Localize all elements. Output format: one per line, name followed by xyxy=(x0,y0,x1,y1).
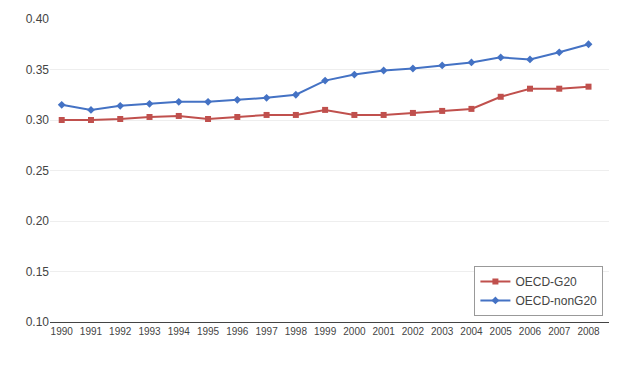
svg-text:2007: 2007 xyxy=(548,326,571,337)
svg-text:2002: 2002 xyxy=(402,326,425,337)
svg-text:2001: 2001 xyxy=(373,326,396,337)
svg-text:0.15: 0.15 xyxy=(26,265,50,279)
svg-text:0.25: 0.25 xyxy=(26,164,50,178)
svg-text:2003: 2003 xyxy=(431,326,454,337)
svg-text:1995: 1995 xyxy=(197,326,220,337)
svg-text:2005: 2005 xyxy=(490,326,513,337)
svg-text:OECD-nonG20: OECD-nonG20 xyxy=(515,294,597,308)
svg-text:0.30: 0.30 xyxy=(26,113,50,127)
svg-text:OECD-G20: OECD-G20 xyxy=(515,275,577,289)
svg-text:0.40: 0.40 xyxy=(26,12,50,26)
svg-text:2004: 2004 xyxy=(460,326,483,337)
svg-text:1993: 1993 xyxy=(138,326,161,337)
svg-text:1994: 1994 xyxy=(168,326,191,337)
svg-text:1996: 1996 xyxy=(226,326,249,337)
svg-text:0.10: 0.10 xyxy=(26,315,50,329)
svg-text:2006: 2006 xyxy=(519,326,542,337)
svg-text:1992: 1992 xyxy=(109,326,132,337)
svg-text:1991: 1991 xyxy=(80,326,103,337)
svg-text:1999: 1999 xyxy=(314,326,337,337)
svg-text:2000: 2000 xyxy=(343,326,366,337)
svg-text:0.20: 0.20 xyxy=(26,214,50,228)
svg-text:0.35: 0.35 xyxy=(26,63,50,77)
svg-text:1990: 1990 xyxy=(51,326,74,337)
svg-text:1997: 1997 xyxy=(255,326,278,337)
svg-text:1998: 1998 xyxy=(285,326,308,337)
svg-text:2008: 2008 xyxy=(577,326,600,337)
